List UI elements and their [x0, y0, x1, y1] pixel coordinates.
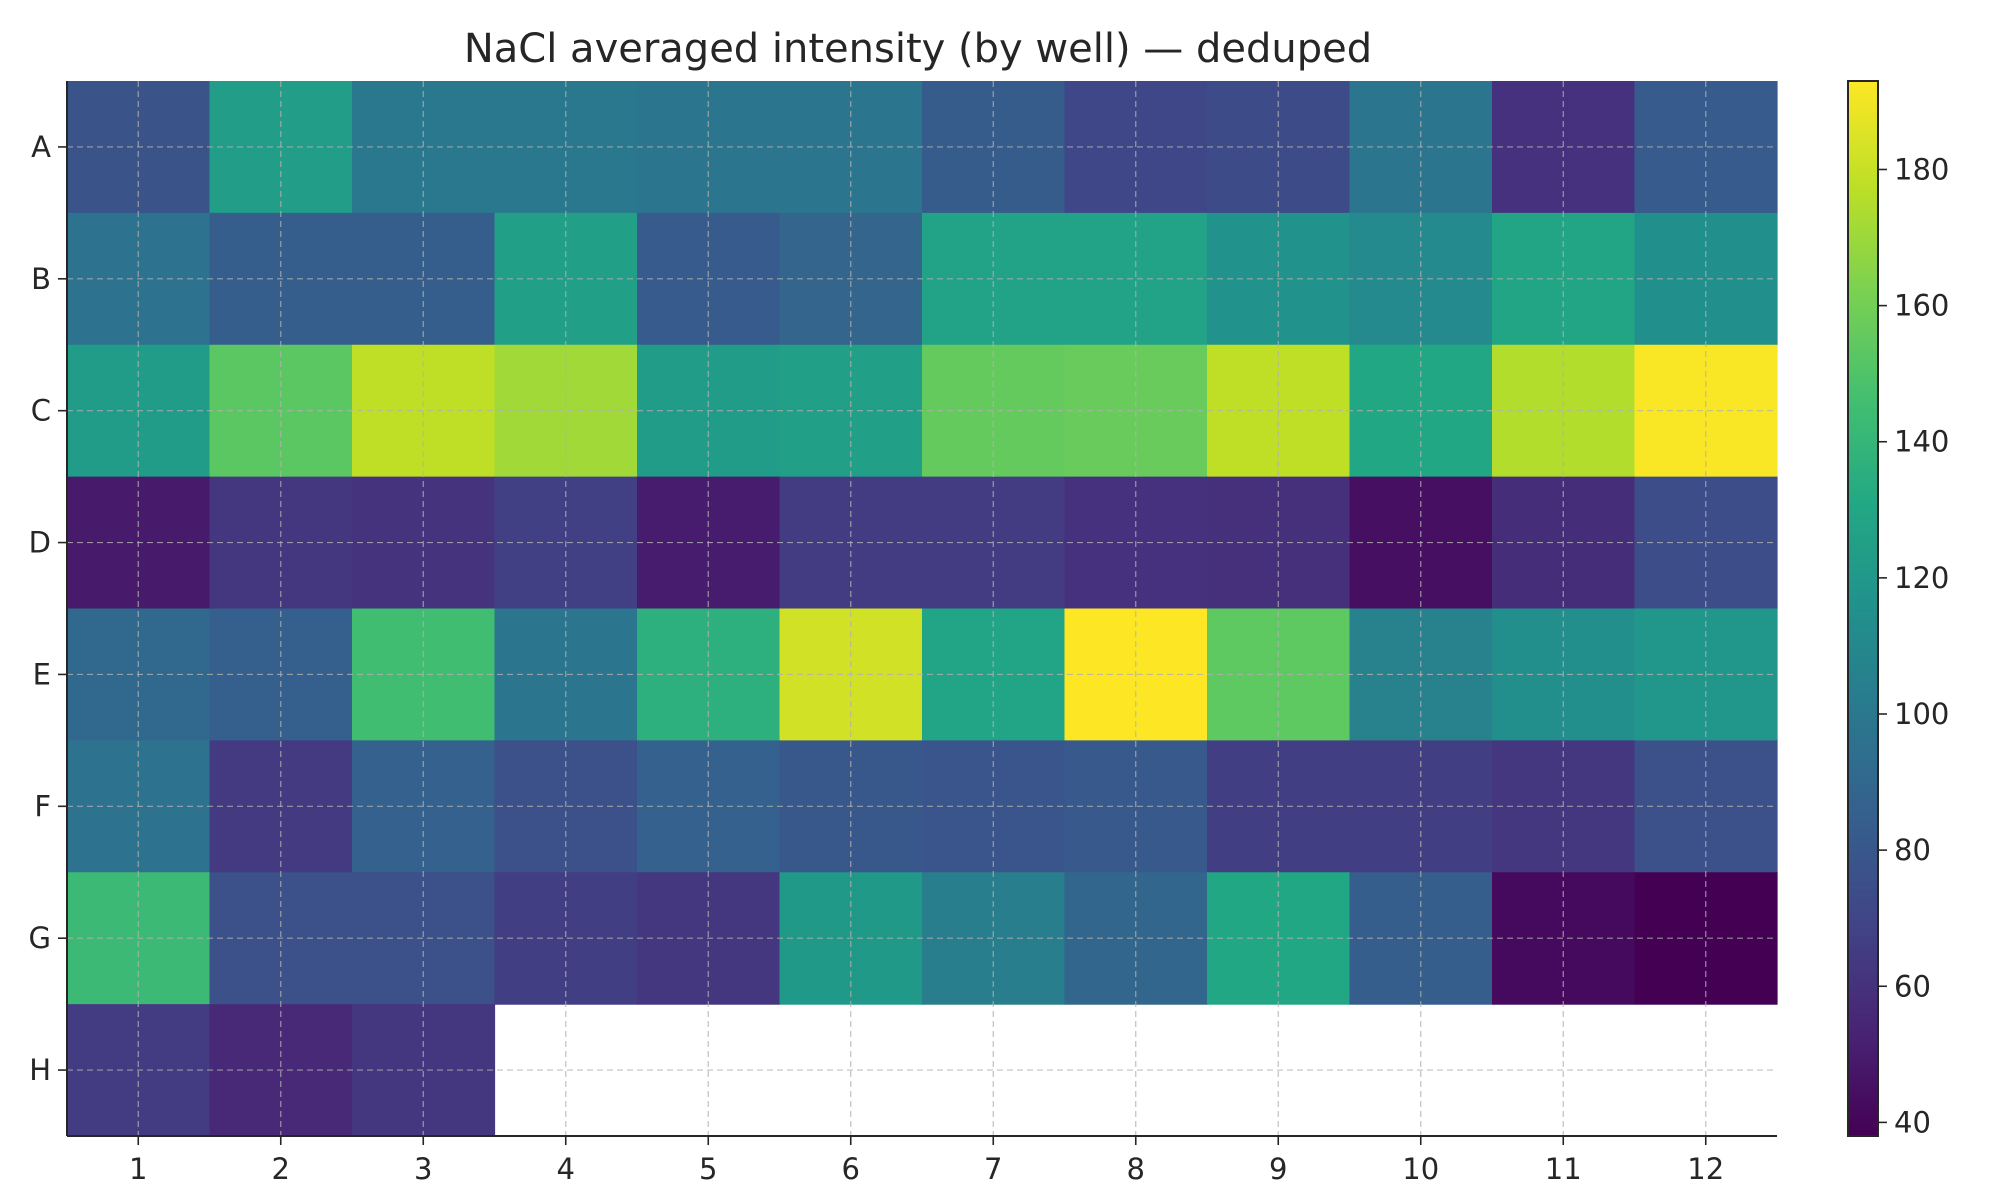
x-tick-label: 12 — [1687, 1152, 1724, 1186]
y-tick-label: F — [34, 789, 51, 823]
colorbar-tick-label: 80 — [1894, 833, 1931, 867]
x-tick-label: 6 — [842, 1152, 860, 1186]
y-tick-label: A — [31, 130, 51, 164]
x-tick-label: 4 — [557, 1152, 575, 1186]
x-axis-ticks: 1 2 3 4 5 6 7 8 9 10 11 12 — [129, 1136, 1724, 1186]
y-tick-label: H — [29, 1053, 51, 1087]
colorbar: 40 60 80 100 120 140 160 180 — [1847, 80, 1949, 1139]
colorbar-tick-label: 140 — [1894, 425, 1949, 459]
x-tick-label: 2 — [272, 1152, 290, 1186]
x-tick-label: 5 — [699, 1152, 717, 1186]
y-tick-label: C — [31, 394, 51, 428]
x-tick-label: 10 — [1402, 1152, 1439, 1186]
x-tick-label: 9 — [1269, 1152, 1287, 1186]
grid-lines — [67, 81, 1777, 1136]
colorbar-tick-label: 160 — [1894, 289, 1949, 323]
x-tick-label: 11 — [1545, 1152, 1582, 1186]
colorbar-tick-label: 40 — [1894, 1105, 1931, 1139]
y-tick-label: G — [29, 921, 51, 955]
x-tick-label: 8 — [1127, 1152, 1145, 1186]
colorbar-tick-label: 100 — [1894, 697, 1949, 731]
x-tick-label: 1 — [129, 1152, 147, 1186]
y-tick-label: E — [33, 657, 51, 691]
colorbar-tick-label: 180 — [1894, 152, 1949, 186]
y-tick-label: B — [31, 262, 51, 296]
y-tick-label: D — [29, 526, 51, 560]
x-tick-label: 3 — [414, 1152, 432, 1186]
y-axis-ticks: A B C D E F G H — [29, 130, 67, 1087]
colorbar-gradient — [1847, 80, 1879, 1137]
colorbar-tick-label: 60 — [1894, 969, 1931, 1003]
colorbar-tick-label: 120 — [1894, 561, 1949, 595]
chart-title: NaCl averaged intensity (by well) — dedu… — [464, 26, 1372, 72]
heatmap-cells — [67, 81, 1778, 1137]
x-tick-label: 7 — [984, 1152, 1002, 1186]
